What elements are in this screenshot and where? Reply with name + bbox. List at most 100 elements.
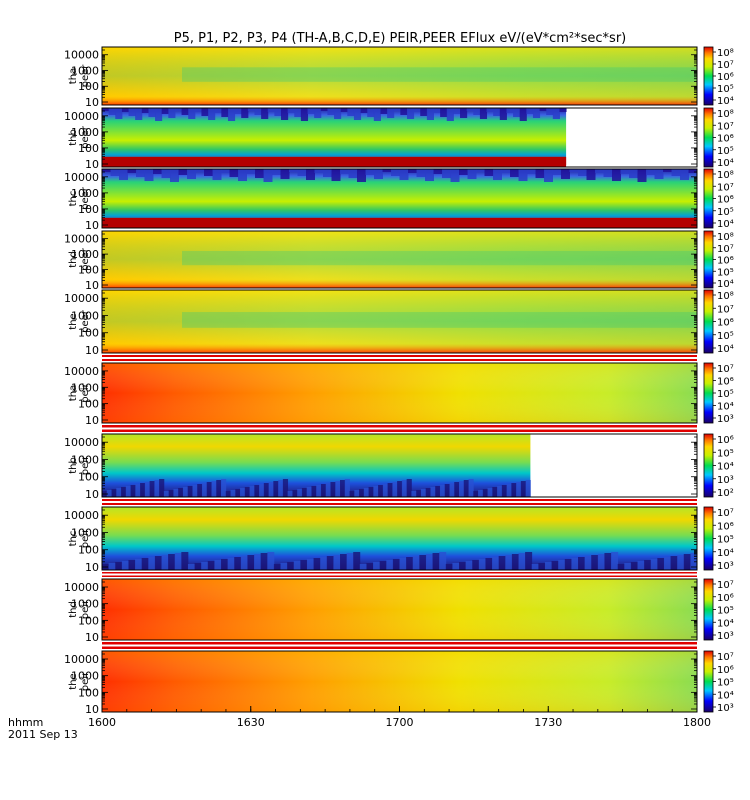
noise-cell bbox=[468, 479, 474, 497]
noise-cell bbox=[419, 555, 427, 570]
noise-cell bbox=[591, 555, 599, 570]
noise-cell bbox=[347, 108, 355, 116]
noise-cell bbox=[680, 169, 689, 180]
noise-cell bbox=[178, 169, 188, 175]
colorbar-tick-label: 10² bbox=[717, 488, 734, 499]
noise-cell bbox=[373, 486, 379, 497]
y-tick-label: 10 bbox=[85, 158, 99, 171]
noise-cell bbox=[578, 169, 587, 176]
noise-cell bbox=[412, 556, 420, 570]
noise-cell bbox=[373, 108, 381, 121]
noise-cell bbox=[466, 108, 474, 111]
noise-cell bbox=[401, 480, 408, 497]
y-axis-label: tha bbox=[68, 385, 79, 401]
noise-cell bbox=[420, 489, 427, 497]
y-tick-label: 10 bbox=[85, 344, 99, 357]
noise-cell bbox=[287, 108, 295, 113]
noise-cell bbox=[267, 108, 275, 112]
separator-stripe bbox=[102, 642, 697, 649]
noise-cell bbox=[161, 169, 171, 178]
y-tick-label: 10000 bbox=[64, 49, 99, 62]
noise-cell bbox=[154, 556, 162, 570]
noise-cell bbox=[181, 552, 189, 570]
noise-cell bbox=[263, 169, 273, 182]
noise-cell bbox=[485, 558, 493, 570]
panel-frame bbox=[101, 506, 698, 571]
noise-cell bbox=[452, 563, 460, 570]
noise-cell bbox=[442, 169, 451, 178]
noise-cell bbox=[221, 169, 230, 173]
noise-cell bbox=[287, 491, 293, 497]
noise-cell bbox=[519, 108, 527, 121]
colorbar-tick-label: 10⁵ bbox=[717, 678, 734, 689]
noise-cell bbox=[353, 108, 362, 120]
noise-cell bbox=[208, 108, 216, 120]
noise-cell bbox=[278, 480, 284, 497]
noise-cell bbox=[194, 108, 202, 112]
noise-cell bbox=[620, 169, 630, 174]
noise-cell bbox=[453, 108, 461, 114]
noise-cell bbox=[331, 169, 341, 181]
noise-cell bbox=[111, 489, 117, 497]
noise-cell bbox=[538, 563, 546, 570]
y-tick-label: 10 bbox=[85, 219, 99, 232]
noise-cell bbox=[201, 108, 209, 116]
separator-stripe bbox=[102, 499, 697, 505]
noise-cell bbox=[382, 484, 388, 497]
noise-cell bbox=[450, 169, 460, 182]
noise-cell bbox=[399, 169, 409, 180]
panel-frame bbox=[101, 289, 698, 354]
panel-frame bbox=[101, 433, 698, 498]
colorbar-tick-label: 10⁵ bbox=[717, 84, 734, 95]
y-axis-label: the bbox=[68, 673, 79, 689]
spectrogram-overlay bbox=[102, 579, 697, 640]
date-label: 2011 Sep 13 bbox=[8, 728, 78, 741]
noise-cell bbox=[535, 169, 545, 178]
noise-cell bbox=[578, 557, 586, 570]
noise-cell bbox=[499, 108, 507, 120]
noise-cell bbox=[128, 560, 136, 570]
spectrogram-low-band bbox=[102, 157, 567, 165]
noise-cell bbox=[657, 558, 665, 570]
y-tick-label: 100 bbox=[78, 544, 99, 557]
noise-cell bbox=[654, 169, 664, 179]
noise-cell bbox=[425, 488, 431, 497]
noise-cell bbox=[280, 563, 288, 570]
colorbar-tick-label: 10⁶ bbox=[717, 435, 734, 446]
noise-cell bbox=[378, 485, 384, 497]
colorbar-tick-label: 10⁸ bbox=[717, 232, 734, 243]
noise-cell bbox=[135, 108, 143, 120]
colorbar-tick-label: 10⁵ bbox=[717, 448, 734, 459]
noise-cell bbox=[525, 480, 531, 497]
colorbar-tick-label: 10⁴ bbox=[717, 690, 734, 701]
noise-cell bbox=[586, 169, 596, 180]
noise-cell bbox=[273, 481, 279, 497]
colorbar-tick-label: 10⁶ bbox=[717, 256, 734, 267]
noise-cell bbox=[294, 108, 302, 117]
time-axis: 1600 1630 1700 1730 1800 bbox=[88, 706, 711, 729]
colorbar-tick-label: 10⁶ bbox=[717, 521, 734, 532]
noise-cell bbox=[334, 108, 342, 119]
noise-cell bbox=[161, 108, 169, 114]
noise-cell bbox=[386, 560, 394, 570]
colorbar bbox=[703, 46, 714, 106]
noise-cell bbox=[559, 108, 567, 112]
noise-cell bbox=[320, 484, 327, 497]
noise-cell bbox=[311, 486, 317, 497]
noise-cell bbox=[479, 108, 488, 119]
noise-cell bbox=[459, 562, 467, 570]
noise-cell bbox=[444, 484, 450, 497]
noise-cell bbox=[320, 108, 328, 111]
noise-cell bbox=[446, 108, 454, 121]
x-tick-label: 1600 bbox=[88, 716, 116, 729]
noise-cell bbox=[281, 108, 289, 120]
noise-cell bbox=[130, 485, 136, 497]
noise-cell bbox=[683, 554, 691, 570]
noise-cell bbox=[289, 169, 298, 172]
noise-cell bbox=[368, 487, 374, 497]
noise-cell bbox=[127, 169, 137, 173]
noise-cell bbox=[670, 556, 678, 570]
separator-stripe bbox=[102, 425, 697, 432]
noise-cell bbox=[314, 108, 322, 118]
colorbar-tick-label: 10⁴ bbox=[717, 462, 734, 473]
